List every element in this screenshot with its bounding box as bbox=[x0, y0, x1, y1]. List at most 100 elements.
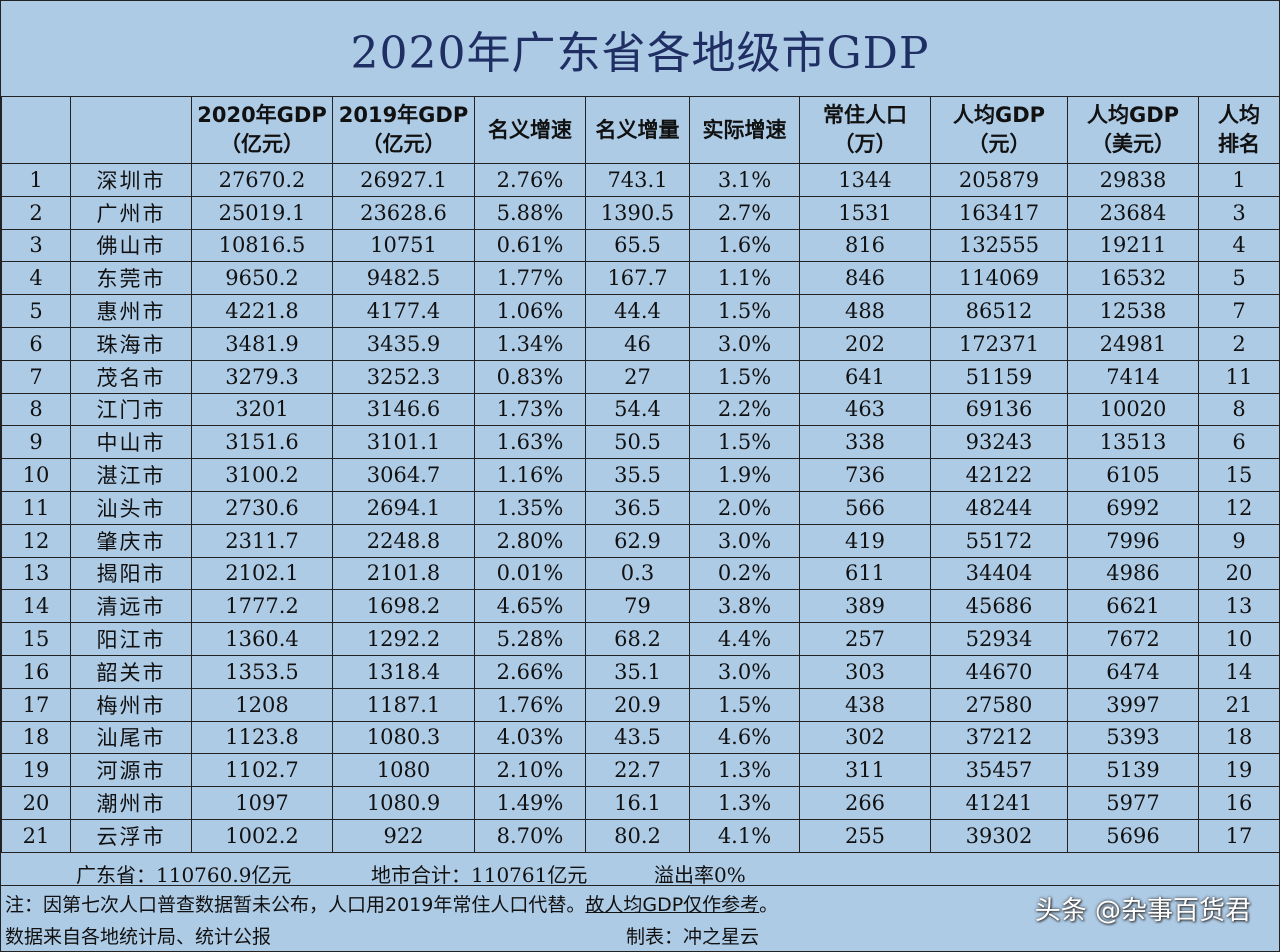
table-cell: 41241 bbox=[930, 786, 1068, 820]
column-header: 人均GDP （元） bbox=[930, 96, 1068, 164]
table-cell: 1.1% bbox=[689, 261, 800, 296]
table-cell: 3.0% bbox=[689, 326, 800, 361]
table-row: 14 清远市 1777.2 1698.2 4.65% 79 3.8% 389 45686 6621… bbox=[1, 589, 1280, 624]
column-header-line: （元） bbox=[967, 132, 1031, 156]
table-cell: 14 bbox=[1, 589, 71, 624]
table-cell: 1080.3 bbox=[332, 720, 475, 755]
table-cell: 6105 bbox=[1067, 458, 1199, 492]
table-cell: 3435.9 bbox=[332, 326, 475, 361]
table-cell: 6992 bbox=[1067, 490, 1199, 525]
table-cell: 255 bbox=[799, 818, 931, 853]
notes-section: 注：因第七次人口普查数据暂未公布，人口用2019年常住人口代替。故人均GDP仅作… bbox=[1, 886, 1279, 951]
table-cell: 303 bbox=[799, 654, 931, 689]
table-cell: 48244 bbox=[930, 490, 1068, 525]
table-cell: 2102.1 bbox=[191, 556, 333, 591]
table-cell: 1123.8 bbox=[191, 720, 333, 755]
table-cell: 2.2% bbox=[689, 392, 800, 427]
table-cell: 79 bbox=[585, 589, 690, 624]
table-cell: 13 bbox=[1, 556, 71, 591]
table-cell: 2311.7 bbox=[191, 523, 333, 558]
table-cell: 42122 bbox=[930, 458, 1068, 492]
table-cell: 566 bbox=[799, 490, 931, 525]
table-cell: 3252.3 bbox=[332, 359, 475, 394]
table-row: 12 肇庆市 2311.7 2248.8 2.80% 62.9 3.0% 419 55172 79… bbox=[1, 523, 1280, 558]
table-cell: 2.80% bbox=[474, 523, 586, 558]
table-cell: 1187.1 bbox=[332, 687, 475, 722]
table-cell: 132555 bbox=[930, 228, 1068, 263]
table-header-row: 2020年GDP （亿元） 2019年GDP （亿元） 名义增速 名义增量 实际增速 常住人口… bbox=[1, 96, 1280, 164]
table-cell: 23684 bbox=[1067, 195, 1199, 230]
table-cell: 0.83% bbox=[474, 359, 586, 394]
table-cell: 3201 bbox=[191, 392, 333, 427]
table-cell: 4.4% bbox=[689, 622, 800, 656]
table-cell: 311 bbox=[799, 753, 931, 788]
column-header: 实际增速 bbox=[689, 96, 800, 164]
table-cell: 5977 bbox=[1067, 786, 1199, 820]
table-cell: 1 bbox=[1, 163, 71, 197]
table-cell: 16532 bbox=[1067, 261, 1199, 296]
column-header: 名义增量 bbox=[585, 96, 690, 164]
table-cell: 22.7 bbox=[585, 753, 690, 788]
table-cell: 93243 bbox=[930, 425, 1068, 460]
table-cell: 55172 bbox=[930, 523, 1068, 558]
table-cell: 9 bbox=[1198, 523, 1280, 558]
table-cell: 4 bbox=[1, 261, 71, 296]
table-row: 15 阳江市 1360.4 1292.2 5.28% 68.2 4.4% 257 52934 76… bbox=[1, 622, 1280, 656]
table-cell: 35457 bbox=[930, 753, 1068, 788]
column-header: 人均GDP （美元） bbox=[1067, 96, 1199, 164]
column-header-line: 名义增速 bbox=[488, 117, 572, 142]
table-cell: 1.49% bbox=[474, 786, 586, 820]
city-cell: 阳江市 bbox=[70, 622, 192, 656]
table-cell: 1080 bbox=[332, 753, 475, 788]
table-cell: 816 bbox=[799, 228, 931, 263]
table-cell: 17 bbox=[1198, 818, 1280, 853]
watermark: 头条 @杂事百货君 bbox=[1034, 896, 1251, 926]
table-cell: 1.9% bbox=[689, 458, 800, 492]
table-row: 9 中山市 3151.6 3101.1 1.63% 50.5 1.5% 338 93243 135… bbox=[1, 425, 1280, 460]
table-cell: 3151.6 bbox=[191, 425, 333, 460]
table-row: 10 湛江市 3100.2 3064.7 1.16% 35.5 1.9% 736 42122 61… bbox=[1, 458, 1280, 492]
note-line-2: 数据来自各地统计局、统计公报 bbox=[5, 926, 272, 948]
table-cell: 1.5% bbox=[689, 687, 800, 722]
table-cell: 172371 bbox=[930, 326, 1068, 361]
table-cell: 641 bbox=[799, 359, 931, 394]
table-cell: 44.4 bbox=[585, 294, 690, 328]
table-cell: 338 bbox=[799, 425, 931, 460]
table-cell: 4986 bbox=[1067, 556, 1199, 591]
city-cell: 深圳市 bbox=[70, 163, 192, 197]
table-cell: 86512 bbox=[930, 294, 1068, 328]
table-cell: 12 bbox=[1, 523, 71, 558]
table-cell: 1.5% bbox=[689, 294, 800, 328]
table-row: 19 河源市 1102.7 1080 2.10% 22.7 1.3% 311 35457 5139… bbox=[1, 753, 1280, 788]
table-cell: 1.34% bbox=[474, 326, 586, 361]
table-cell: 68.2 bbox=[585, 622, 690, 656]
table-cell: 1102.7 bbox=[191, 753, 333, 788]
table-cell: 1360.4 bbox=[191, 622, 333, 656]
table-cell: 1344 bbox=[799, 163, 931, 197]
table-cell: 27580 bbox=[930, 687, 1068, 722]
table-cell: 16 bbox=[1, 654, 71, 689]
city-total: 地市合计：110761亿元 bbox=[371, 863, 588, 887]
table-row: 3 佛山市 10816.5 10751 0.61% 65.5 1.6% 816 132555 19… bbox=[1, 228, 1280, 263]
table-cell: 51159 bbox=[930, 359, 1068, 394]
table-cell: 257 bbox=[799, 622, 931, 656]
table-cell: 9650.2 bbox=[191, 261, 333, 296]
column-header: 人均 排名 bbox=[1198, 96, 1280, 164]
column-header-line: 实际增速 bbox=[702, 117, 787, 142]
column-header-line: 常住人口 bbox=[823, 103, 907, 127]
table-cell: 4.03% bbox=[474, 720, 586, 755]
table-row: 20 潮州市 1097 1080.9 1.49% 16.1 1.3% 266 41241 5977… bbox=[1, 786, 1280, 820]
table-cell: 743.1 bbox=[585, 163, 690, 197]
city-cell: 广州市 bbox=[70, 195, 192, 230]
table-cell: 26927.1 bbox=[332, 163, 475, 197]
table-body: 1 深圳市 27670.2 26927.1 2.76% 743.1 3.1% 1344 2058… bbox=[1, 163, 1280, 853]
table-cell: 8 bbox=[1198, 392, 1280, 427]
table-cell: 163417 bbox=[930, 195, 1068, 230]
city-cell: 梅州市 bbox=[70, 687, 192, 722]
table-cell: 114069 bbox=[930, 261, 1068, 296]
table-cell: 1.06% bbox=[474, 294, 586, 328]
column-header-line: （万） bbox=[833, 132, 897, 156]
column-header: 2020年GDP （亿元） bbox=[191, 96, 333, 164]
table-cell: 4.1% bbox=[689, 818, 800, 853]
